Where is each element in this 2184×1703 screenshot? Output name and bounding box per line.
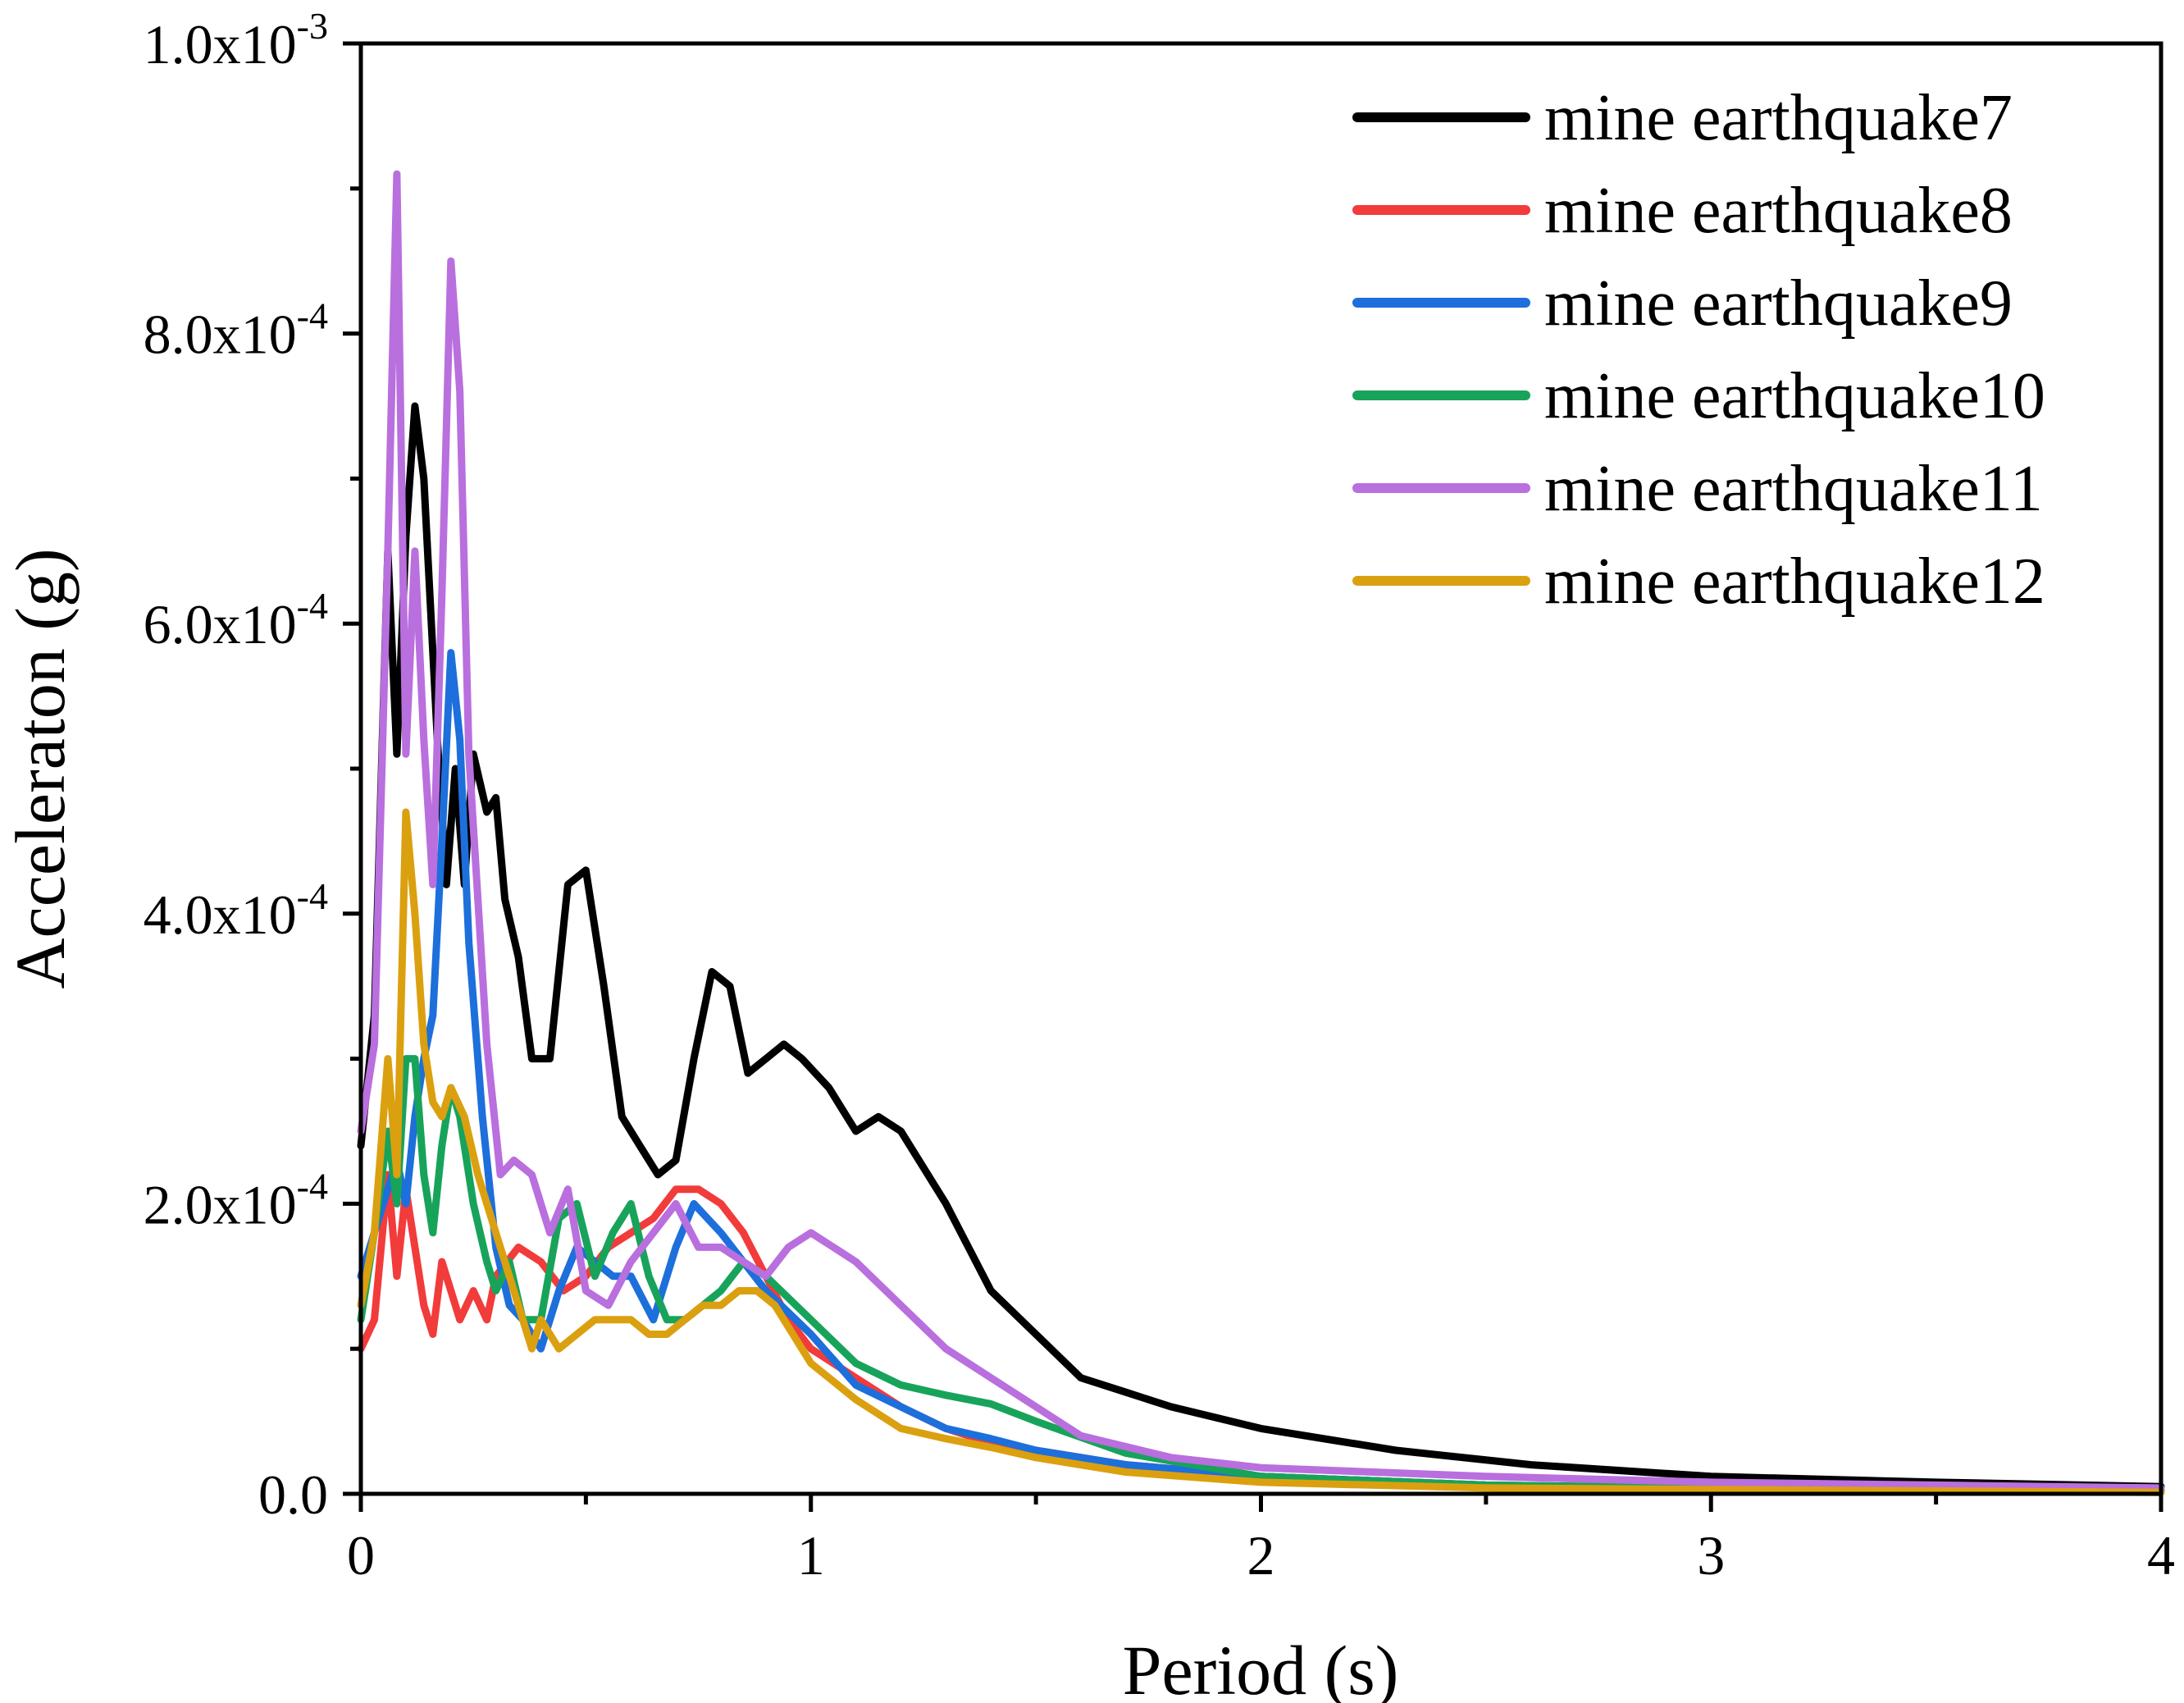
x-tick-label: 0 bbox=[347, 1524, 375, 1587]
series-line-3 bbox=[357, 649, 2165, 1495]
legend-label: mine earthquake7 bbox=[1544, 82, 2013, 154]
y-tick-label: 4.0x10-4 bbox=[144, 875, 328, 946]
legend-label: mine earthquake8 bbox=[1544, 175, 2013, 247]
x-tick-label: 2 bbox=[1247, 1524, 1275, 1587]
x-tick-label: 4 bbox=[2147, 1524, 2175, 1587]
y-tick-label: 8.0x10-4 bbox=[144, 295, 328, 366]
y-axis-ticks: 0.0 2.0x10-4 4.0x10-4 6.0x10-4 8.0x10-4 1.0x1… bbox=[144, 5, 361, 1526]
x-tick-label: 3 bbox=[1697, 1524, 1725, 1587]
y-axis-title: Acceleraton (g) bbox=[1, 548, 80, 988]
series-line-2 bbox=[357, 1171, 2165, 1495]
series-lines bbox=[357, 170, 2165, 1496]
y-tick-label: 6.0x10-4 bbox=[144, 585, 328, 655]
x-tick-label: 1 bbox=[797, 1524, 825, 1587]
y-tick-label: 2.0x10-4 bbox=[144, 1165, 328, 1235]
x-axis-title: Period (s) bbox=[1123, 1631, 1399, 1703]
legend-label: mine earthquake9 bbox=[1544, 267, 2013, 340]
legend-label: mine earthquake10 bbox=[1544, 360, 2045, 432]
series-line-5 bbox=[357, 170, 2165, 1492]
y-tick-label: 1.0x10-3 bbox=[144, 5, 328, 75]
series-line-4 bbox=[357, 1055, 2165, 1495]
y-tick-label: 0.0 bbox=[258, 1463, 328, 1526]
legend-label: mine earthquake12 bbox=[1544, 546, 2045, 618]
legend: mine earthquake7 mine earthquake8 mine ear… bbox=[1352, 82, 2045, 618]
x-axis-ticks: 0 1 2 3 4 bbox=[347, 1494, 2175, 1587]
legend-label: mine earthquake11 bbox=[1544, 453, 2043, 525]
series-line-6 bbox=[357, 808, 2165, 1496]
